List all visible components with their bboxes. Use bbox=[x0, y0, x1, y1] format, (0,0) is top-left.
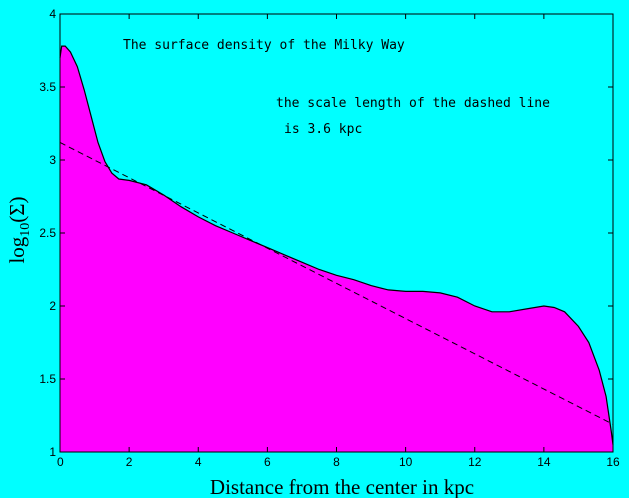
x-tick-label: 12 bbox=[468, 455, 482, 469]
x-tick-label: 4 bbox=[195, 455, 202, 469]
annotation-scale-length-line1: the scale length of the dashed line bbox=[276, 96, 550, 111]
ticks-layer bbox=[59, 13, 614, 453]
exponential-fit-dashed-line bbox=[59, 142, 614, 425]
x-tick-label: 16 bbox=[606, 455, 620, 469]
y-axis-label-subscript: 10 bbox=[18, 223, 33, 237]
y-tick-label: 2.5 bbox=[39, 226, 56, 240]
annotation-title: The surface density of the Milky Way bbox=[123, 38, 405, 53]
labels-layer: 0 2 4 6 8 10 12 14 16 1 1.5 2 2.5 3 3.5 4 bbox=[39, 7, 620, 469]
x-tick-label: 2 bbox=[126, 455, 133, 469]
y-tick-label: 2 bbox=[49, 299, 56, 313]
y-axis-label-argument: (Σ) bbox=[5, 196, 29, 222]
surface-density-area bbox=[60, 46, 613, 452]
area-layer bbox=[59, 45, 614, 452]
y-axis-label: log10(Σ) bbox=[5, 196, 33, 263]
y-tick-label: 3.5 bbox=[39, 80, 56, 94]
x-tick-label: 8 bbox=[333, 455, 340, 469]
x-tick-label: 6 bbox=[264, 455, 271, 469]
x-tick-label: 10 bbox=[399, 455, 413, 469]
surface-density-line bbox=[59, 45, 614, 445]
x-axis-label: Distance from the center in kpc bbox=[210, 475, 474, 498]
annotation-scale-length-line2: is 3.6 kpc bbox=[284, 122, 362, 137]
y-tick-label: 1 bbox=[49, 445, 56, 459]
y-tick-label: 1.5 bbox=[39, 372, 56, 386]
x-tick-label: 14 bbox=[537, 455, 551, 469]
y-tick-label: 4 bbox=[49, 7, 56, 21]
y-axis-label-base: log bbox=[5, 236, 29, 263]
x-tick-label: 0 bbox=[57, 455, 64, 469]
y-tick-label: 3 bbox=[49, 153, 56, 167]
